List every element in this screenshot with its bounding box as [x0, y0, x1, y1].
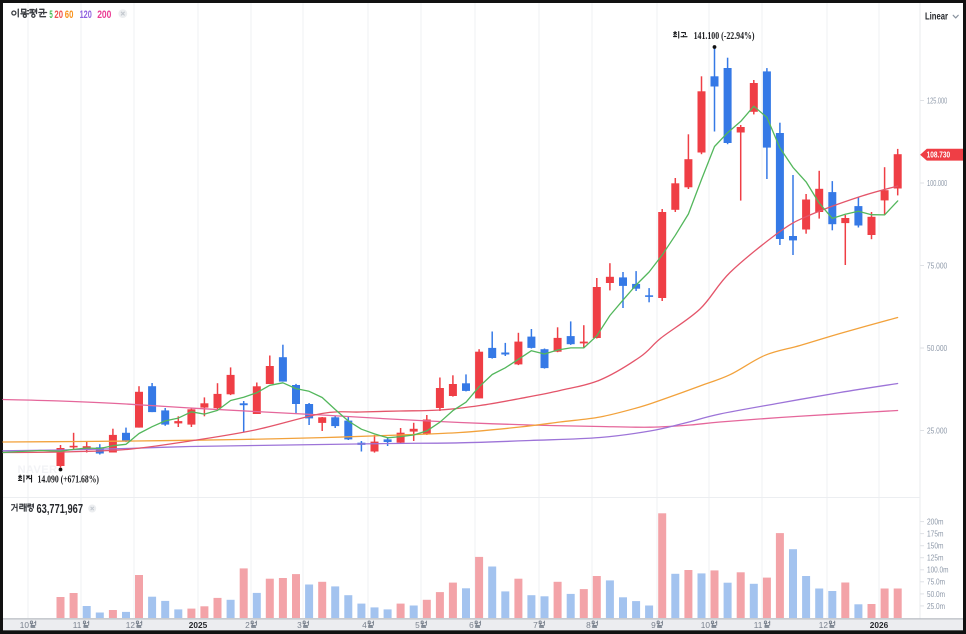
svg-text:2025: 2025 — [189, 620, 208, 630]
svg-text:12: 12 — [819, 620, 829, 630]
svg-text:20: 20 — [54, 9, 63, 21]
svg-text:3: 3 — [297, 620, 302, 630]
svg-text:108.730: 108.730 — [927, 149, 951, 159]
svg-text:5: 5 — [49, 9, 52, 21]
svg-text:11: 11 — [73, 620, 82, 630]
svg-text:12: 12 — [126, 620, 136, 630]
svg-text:7: 7 — [533, 620, 538, 630]
svg-text:25.0m: 25.0m — [927, 601, 945, 611]
svg-text:11: 11 — [754, 620, 763, 630]
svg-text:8: 8 — [586, 620, 591, 630]
svg-text:60: 60 — [65, 9, 74, 21]
svg-text:10: 10 — [701, 620, 711, 630]
svg-text:NAVER: NAVER — [18, 464, 58, 476]
svg-text:63,771,967: 63,771,967 — [37, 501, 84, 516]
svg-text:2: 2 — [245, 620, 250, 630]
svg-text:4: 4 — [362, 620, 367, 630]
svg-text:150m: 150m — [927, 541, 944, 551]
svg-text:5: 5 — [415, 620, 420, 630]
svg-text:10: 10 — [20, 620, 30, 630]
svg-text:200m: 200m — [927, 517, 944, 527]
svg-text:25.000: 25.000 — [927, 425, 947, 435]
svg-text:120: 120 — [80, 9, 92, 21]
svg-text:2026: 2026 — [870, 620, 889, 630]
svg-text:Linear: Linear — [925, 12, 948, 23]
svg-text:9: 9 — [651, 620, 656, 630]
svg-text:125.000: 125.000 — [927, 95, 947, 105]
svg-text:175m: 175m — [927, 529, 944, 539]
svg-text:100.000: 100.000 — [927, 178, 947, 188]
svg-text:200: 200 — [97, 9, 111, 21]
svg-text:75.000: 75.000 — [927, 260, 947, 270]
svg-text:50.0m: 50.0m — [927, 589, 945, 599]
svg-text:125m: 125m — [927, 553, 944, 563]
svg-text:100.0m: 100.0m — [927, 565, 949, 575]
svg-text:141.100 (-22.94%): 141.100 (-22.94%) — [694, 31, 755, 42]
svg-text:50.000: 50.000 — [927, 343, 947, 353]
svg-text:14.090 (+671.68%): 14.090 (+671.68%) — [38, 475, 100, 486]
svg-text:75.0m: 75.0m — [927, 577, 945, 587]
svg-text:6: 6 — [469, 620, 474, 630]
